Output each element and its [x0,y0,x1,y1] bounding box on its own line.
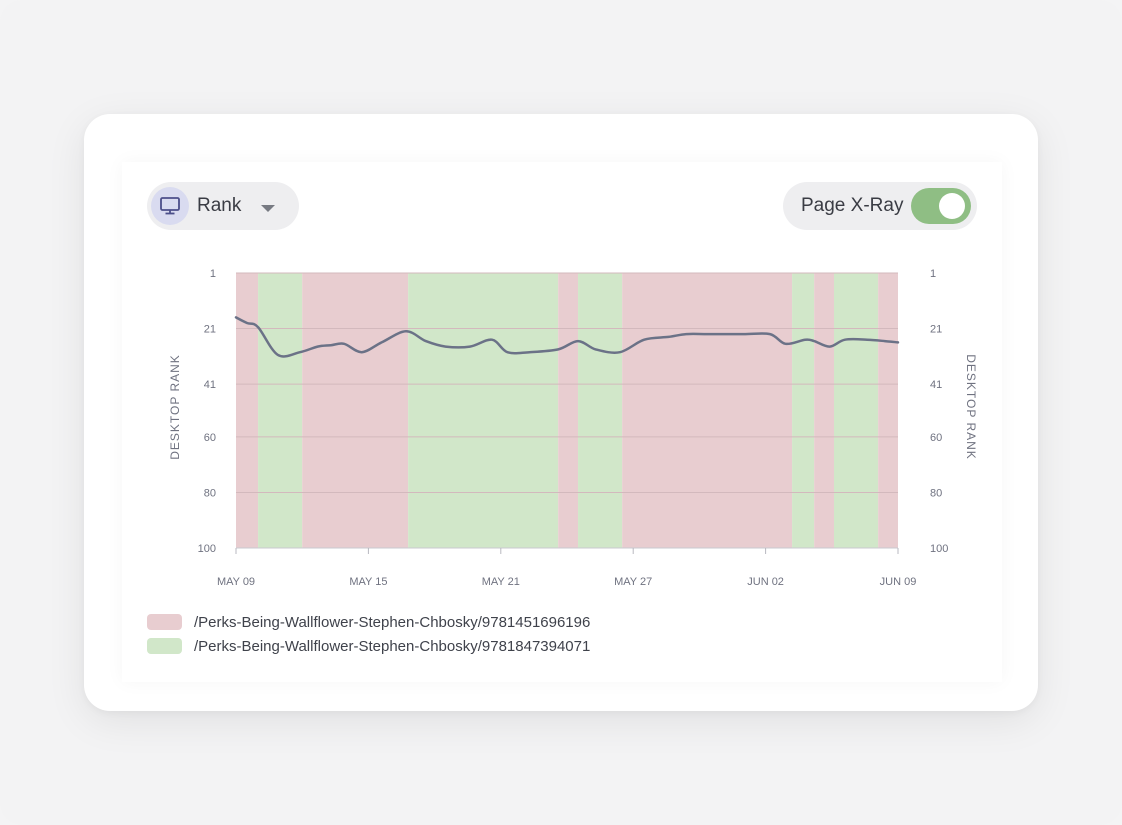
y-tick-label-left: 21 [204,324,216,336]
band-series-1 [814,273,835,548]
chevron-down-icon [261,204,276,212]
monitor-icon [151,187,189,225]
y-tick-label-left: 1 [210,268,216,280]
y-axis-label-right: DESKTOP RANK [964,354,978,460]
x-tick-label: MAY 15 [349,576,387,588]
legend-label: /Perks-Being-Wallflower-Stephen-Chbosky/… [194,613,591,631]
page-xray-toggle[interactable] [911,188,971,224]
toggle-knob [939,193,965,219]
legend-item: /Perks-Being-Wallflower-Stephen-Chbosky/… [147,634,590,658]
x-tick-label: MAY 27 [614,576,652,588]
legend-swatch-green [147,638,182,654]
band-series-1 [558,273,579,548]
y-axis-label-left: DESKTOP RANK [168,354,182,460]
y-tick-label-left: 60 [204,432,216,444]
rank-series-line [234,316,900,358]
y-tick-label-right: 80 [930,487,942,499]
legend: /Perks-Being-Wallflower-Stephen-Chbosky/… [147,610,590,658]
band-series-2 [408,273,559,548]
band-series-2 [792,273,815,548]
y-tick-label-right: 60 [930,432,942,444]
metric-dropdown[interactable]: Rank [147,182,299,230]
y-tick-label-right: 41 [930,379,942,391]
bands-layer [236,273,898,548]
band-series-1 [622,273,793,548]
x-tick-label: JUN 02 [747,576,784,588]
y-tick-label-right: 100 [930,543,948,555]
y-tick-label-left: 100 [198,543,216,555]
band-series-2 [834,273,879,548]
x-tick-label: JUN 09 [880,576,917,588]
page-xray-control: Page X-Ray [783,182,977,230]
band-series-1 [302,273,409,548]
legend-swatch-red [147,614,182,630]
y-tick-label-left: 80 [204,487,216,499]
axis-layer: 1 1 21 21 41 41 60 60 80 80 100 100 MAY 09 MAY 15 MAY … [198,268,949,588]
metric-label: Rank [197,195,242,216]
band-series-2 [578,273,623,548]
y-tick-label-right: 21 [930,324,942,336]
y-tick-label-left: 41 [204,379,216,391]
band-series-1 [236,273,259,548]
x-tick-label: MAY 09 [217,576,255,588]
legend-label: /Perks-Being-Wallflower-Stephen-Chbosky/… [194,637,591,655]
band-series-1 [878,273,898,548]
band-series-2 [258,273,303,548]
legend-item: /Perks-Being-Wallflower-Stephen-Chbosky/… [147,610,590,634]
x-tick-label: MAY 21 [482,576,520,588]
line-layer [234,316,900,358]
y-tick-label-right: 1 [930,268,936,280]
page-xray-label: Page X-Ray [801,195,904,216]
